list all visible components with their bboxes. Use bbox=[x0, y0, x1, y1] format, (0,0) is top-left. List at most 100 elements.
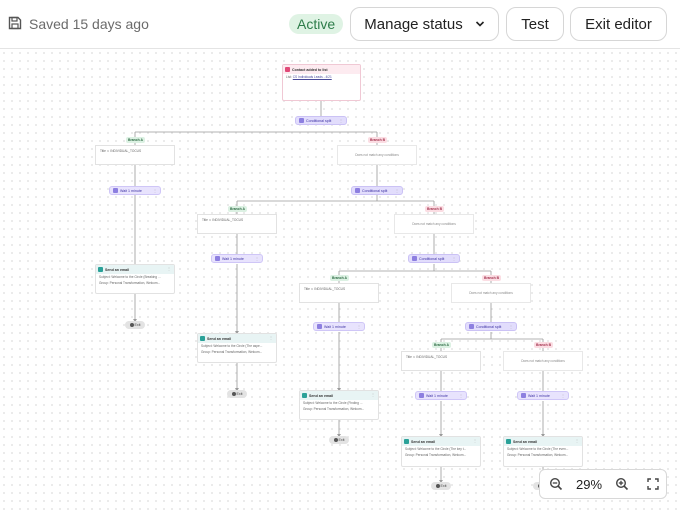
branch-a-label: Branch A bbox=[432, 342, 451, 348]
branch-b-label: Branch B bbox=[534, 342, 554, 348]
more-options-icon[interactable]: ⋮ bbox=[561, 393, 565, 398]
send-email-node[interactable]: Send an email ⋮ Subject: Welcome to the C… bbox=[401, 436, 481, 467]
split-icon bbox=[469, 324, 474, 329]
email-icon bbox=[404, 439, 409, 444]
more-options-icon[interactable]: ⋮ bbox=[269, 335, 273, 340]
email-title: Send an email bbox=[105, 267, 130, 272]
conditional-split-node[interactable]: Conditional split ⋮ bbox=[408, 254, 460, 263]
trigger-list-prefix: List: bbox=[286, 75, 292, 79]
send-email-node[interactable]: Send an email ⋮ Subject: Welcome to the C… bbox=[503, 436, 583, 467]
fit-to-screen-icon[interactable] bbox=[646, 477, 660, 491]
split-icon bbox=[412, 256, 417, 261]
more-options-icon[interactable]: ⋮ bbox=[153, 188, 157, 193]
email-icon bbox=[200, 336, 205, 341]
more-options-icon[interactable]: ⋮ bbox=[357, 324, 361, 329]
branch-filter[interactable]: Title ⊃ INDIVIDUAL_TOCUS bbox=[299, 283, 379, 303]
branch-b-label: Branch B bbox=[482, 275, 502, 281]
wait-node[interactable]: Wait 1 minute ⋮ bbox=[517, 391, 569, 400]
exit-node: Exit bbox=[329, 436, 349, 444]
exit-node: Exit bbox=[227, 390, 247, 398]
chevron-down-icon bbox=[475, 21, 484, 27]
more-options-icon[interactable]: ⋮ bbox=[575, 438, 579, 443]
branch-b-label: Branch B bbox=[368, 137, 388, 143]
wait-node[interactable]: Wait 1 minute ⋮ bbox=[109, 186, 161, 195]
exit-icon bbox=[129, 323, 134, 327]
exit-icon bbox=[333, 438, 338, 442]
user-icon bbox=[285, 67, 290, 72]
manage-status-button[interactable]: Manage status bbox=[350, 7, 499, 41]
wait-label: Wait 1 minute bbox=[528, 393, 550, 398]
email-title: Send an email bbox=[207, 336, 232, 341]
zoom-in-icon[interactable] bbox=[615, 477, 629, 491]
email-title: Send an email bbox=[411, 439, 436, 444]
wait-node[interactable]: Wait 1 minute ⋮ bbox=[415, 391, 467, 400]
status-badge: Active bbox=[289, 14, 344, 34]
wait-label: Wait 1 minute bbox=[222, 256, 244, 261]
more-options-icon[interactable]: ⋮ bbox=[459, 393, 463, 398]
branch-a-label: Branch A bbox=[126, 137, 145, 143]
more-options-icon[interactable]: ⋮ bbox=[473, 438, 477, 443]
branch-filter[interactable]: Title ⊃ INDIVIDUAL_TOCUS bbox=[401, 351, 481, 371]
split-label: Conditional split bbox=[362, 188, 388, 193]
conditional-split-node[interactable]: Conditional split ⋮ bbox=[351, 186, 403, 195]
wait-label: Wait 1 minute bbox=[426, 393, 448, 398]
email-subject: Subject: Welcome to the Circle (Breaking… bbox=[99, 275, 161, 279]
clock-icon bbox=[521, 393, 526, 398]
email-subject: Subject: Welcome to the Circle (The even… bbox=[507, 447, 569, 451]
more-options-icon[interactable]: ⋮ bbox=[167, 266, 171, 271]
email-icon bbox=[506, 439, 511, 444]
branch-no-match[interactable]: Does not match any conditions bbox=[394, 214, 474, 234]
email-subject: Subject: Welcome to the Circle (Finding … bbox=[303, 401, 363, 405]
clock-icon bbox=[317, 324, 322, 329]
branch-no-match[interactable]: Does not match any conditions bbox=[451, 283, 531, 303]
editor-toolbar: Saved 15 days ago Active Manage status T… bbox=[0, 0, 680, 49]
more-options-icon[interactable]: ⋮ bbox=[339, 118, 343, 123]
exit-icon bbox=[231, 392, 236, 396]
email-group: Group: Personal Transformation, Welcom..… bbox=[303, 407, 365, 411]
split-icon bbox=[355, 188, 360, 193]
email-group: Group: Personal Transformation, Welcom..… bbox=[201, 350, 263, 354]
saved-status-text: Saved 15 days ago bbox=[29, 16, 149, 32]
conditional-split-node[interactable]: Conditional split ⋮ bbox=[295, 116, 347, 125]
manage-status-label: Manage status bbox=[364, 15, 463, 33]
trigger-list-link[interactable]: CS Individuals Leads - 4/21 bbox=[292, 75, 332, 79]
email-subject: Subject: Welcome to the Circle (The aspe… bbox=[201, 344, 263, 348]
zoom-out-icon[interactable] bbox=[549, 477, 563, 491]
exit-editor-button[interactable]: Exit editor bbox=[570, 7, 667, 41]
split-label: Conditional split bbox=[476, 324, 502, 329]
branch-no-match[interactable]: Does not match any conditions bbox=[503, 351, 583, 371]
split-icon bbox=[299, 118, 304, 123]
branch-no-match[interactable]: Does not match any conditions bbox=[337, 145, 417, 165]
exit-node: Exit bbox=[125, 321, 145, 329]
email-group: Group: Personal Transformation, Welcom..… bbox=[99, 281, 161, 285]
clock-icon bbox=[215, 256, 220, 261]
split-label: Conditional split bbox=[419, 256, 445, 261]
branch-b-label: Branch B bbox=[425, 206, 445, 212]
trigger-node[interactable]: Contact added to list List: CS Individua… bbox=[282, 64, 361, 101]
send-email-node[interactable]: Send an email ⋮ Subject: Welcome to the C… bbox=[197, 333, 277, 363]
split-label: Conditional split bbox=[306, 118, 332, 123]
test-button[interactable]: Test bbox=[506, 7, 564, 41]
branch-a-label: Branch A bbox=[330, 275, 349, 281]
more-options-icon[interactable]: ⋮ bbox=[509, 324, 513, 329]
branch-a-label: Branch A bbox=[228, 206, 247, 212]
email-icon bbox=[302, 393, 307, 398]
branch-filter[interactable]: Title ⊃ INDIVIDUAL_TOCUS bbox=[95, 145, 175, 165]
conditional-split-node[interactable]: Conditional split ⋮ bbox=[465, 322, 517, 331]
email-group: Group: Personal Transformation, Welcom..… bbox=[405, 453, 467, 457]
wait-node[interactable]: Wait 1 minute ⋮ bbox=[211, 254, 263, 263]
clock-icon bbox=[113, 188, 118, 193]
clock-icon bbox=[419, 393, 424, 398]
save-icon bbox=[8, 16, 22, 30]
more-options-icon[interactable]: ⋮ bbox=[371, 392, 375, 397]
send-email-node[interactable]: Send an email ⋮ Subject: Welcome to the C… bbox=[95, 264, 175, 294]
more-options-icon[interactable]: ⋮ bbox=[452, 256, 456, 261]
send-email-node[interactable]: Send an email ⋮ Subject: Welcome to the C… bbox=[299, 390, 379, 420]
trigger-title: Contact added to list bbox=[292, 67, 328, 72]
wait-label: Wait 1 minute bbox=[120, 188, 142, 193]
more-options-icon[interactable]: ⋮ bbox=[255, 256, 259, 261]
more-options-icon[interactable]: ⋮ bbox=[395, 188, 399, 193]
wait-node[interactable]: Wait 1 minute ⋮ bbox=[313, 322, 365, 331]
branch-filter[interactable]: Title ⊃ INDIVIDUAL_TOCUS bbox=[197, 214, 277, 234]
flow-canvas[interactable]: Contact added to list List: CS Individua… bbox=[0, 49, 680, 514]
